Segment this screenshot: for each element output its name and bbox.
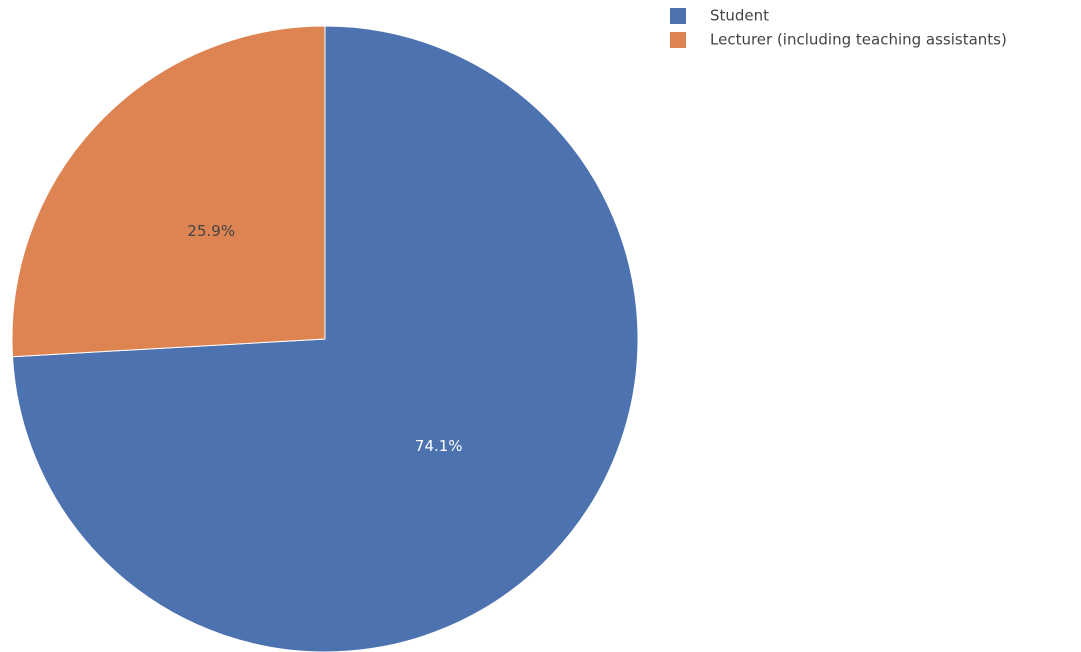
- legend-label-student: Student: [710, 7, 769, 25]
- legend: Student Lecturer (including teaching assi…: [670, 7, 1007, 49]
- pie-labels: 74.1% 25.9%: [187, 222, 462, 455]
- legend-swatch-lecturer: [670, 32, 686, 48]
- legend-swatch-student: [670, 8, 686, 24]
- slice-label-lecturer: 25.9%: [187, 222, 235, 240]
- legend-label-lecturer: Lecturer (including teaching assistants): [710, 31, 1007, 49]
- pie-slices: [11, 25, 639, 652]
- slice-label-student: 74.1%: [415, 437, 463, 455]
- pie-slice-lecturer: [11, 25, 326, 358]
